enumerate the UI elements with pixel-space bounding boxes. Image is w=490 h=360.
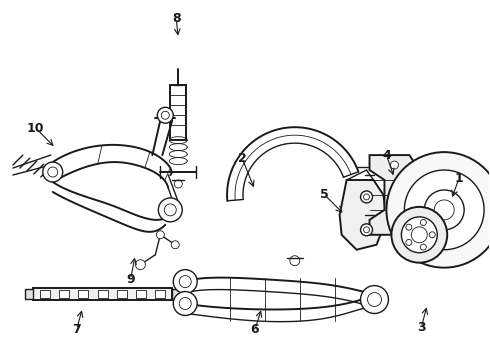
Circle shape	[361, 191, 372, 203]
Circle shape	[135, 260, 146, 270]
Bar	[117, 289, 127, 298]
Bar	[155, 289, 165, 298]
Bar	[78, 289, 88, 298]
Circle shape	[172, 241, 179, 249]
Circle shape	[429, 232, 435, 238]
Bar	[171, 85, 186, 140]
Circle shape	[157, 107, 173, 123]
Circle shape	[406, 224, 412, 230]
Bar	[136, 289, 146, 298]
Text: 7: 7	[73, 323, 81, 336]
Polygon shape	[340, 180, 387, 250]
Bar	[59, 289, 69, 298]
Circle shape	[361, 285, 389, 314]
Text: 5: 5	[320, 188, 329, 202]
Circle shape	[406, 239, 412, 246]
Polygon shape	[172, 289, 180, 298]
Circle shape	[391, 161, 398, 169]
Text: 10: 10	[27, 122, 45, 135]
Circle shape	[391, 221, 398, 229]
Bar	[33, 288, 172, 300]
Text: 6: 6	[251, 323, 259, 336]
Polygon shape	[25, 289, 33, 298]
Bar	[40, 289, 50, 298]
Circle shape	[173, 270, 197, 293]
Circle shape	[361, 224, 372, 236]
Text: 4: 4	[382, 149, 391, 162]
Text: 3: 3	[417, 321, 426, 334]
Text: 8: 8	[172, 12, 181, 25]
Polygon shape	[369, 155, 419, 235]
Circle shape	[404, 170, 484, 250]
Text: 2: 2	[238, 152, 246, 165]
Circle shape	[420, 220, 426, 225]
Bar	[98, 289, 107, 298]
Circle shape	[43, 162, 63, 182]
Circle shape	[173, 292, 197, 315]
Circle shape	[387, 152, 490, 268]
Circle shape	[158, 198, 182, 222]
Circle shape	[434, 200, 454, 220]
Circle shape	[420, 244, 426, 250]
Text: 9: 9	[126, 273, 135, 286]
Text: 1: 1	[455, 171, 464, 185]
Circle shape	[156, 231, 164, 239]
Circle shape	[392, 207, 447, 263]
Circle shape	[401, 217, 437, 253]
